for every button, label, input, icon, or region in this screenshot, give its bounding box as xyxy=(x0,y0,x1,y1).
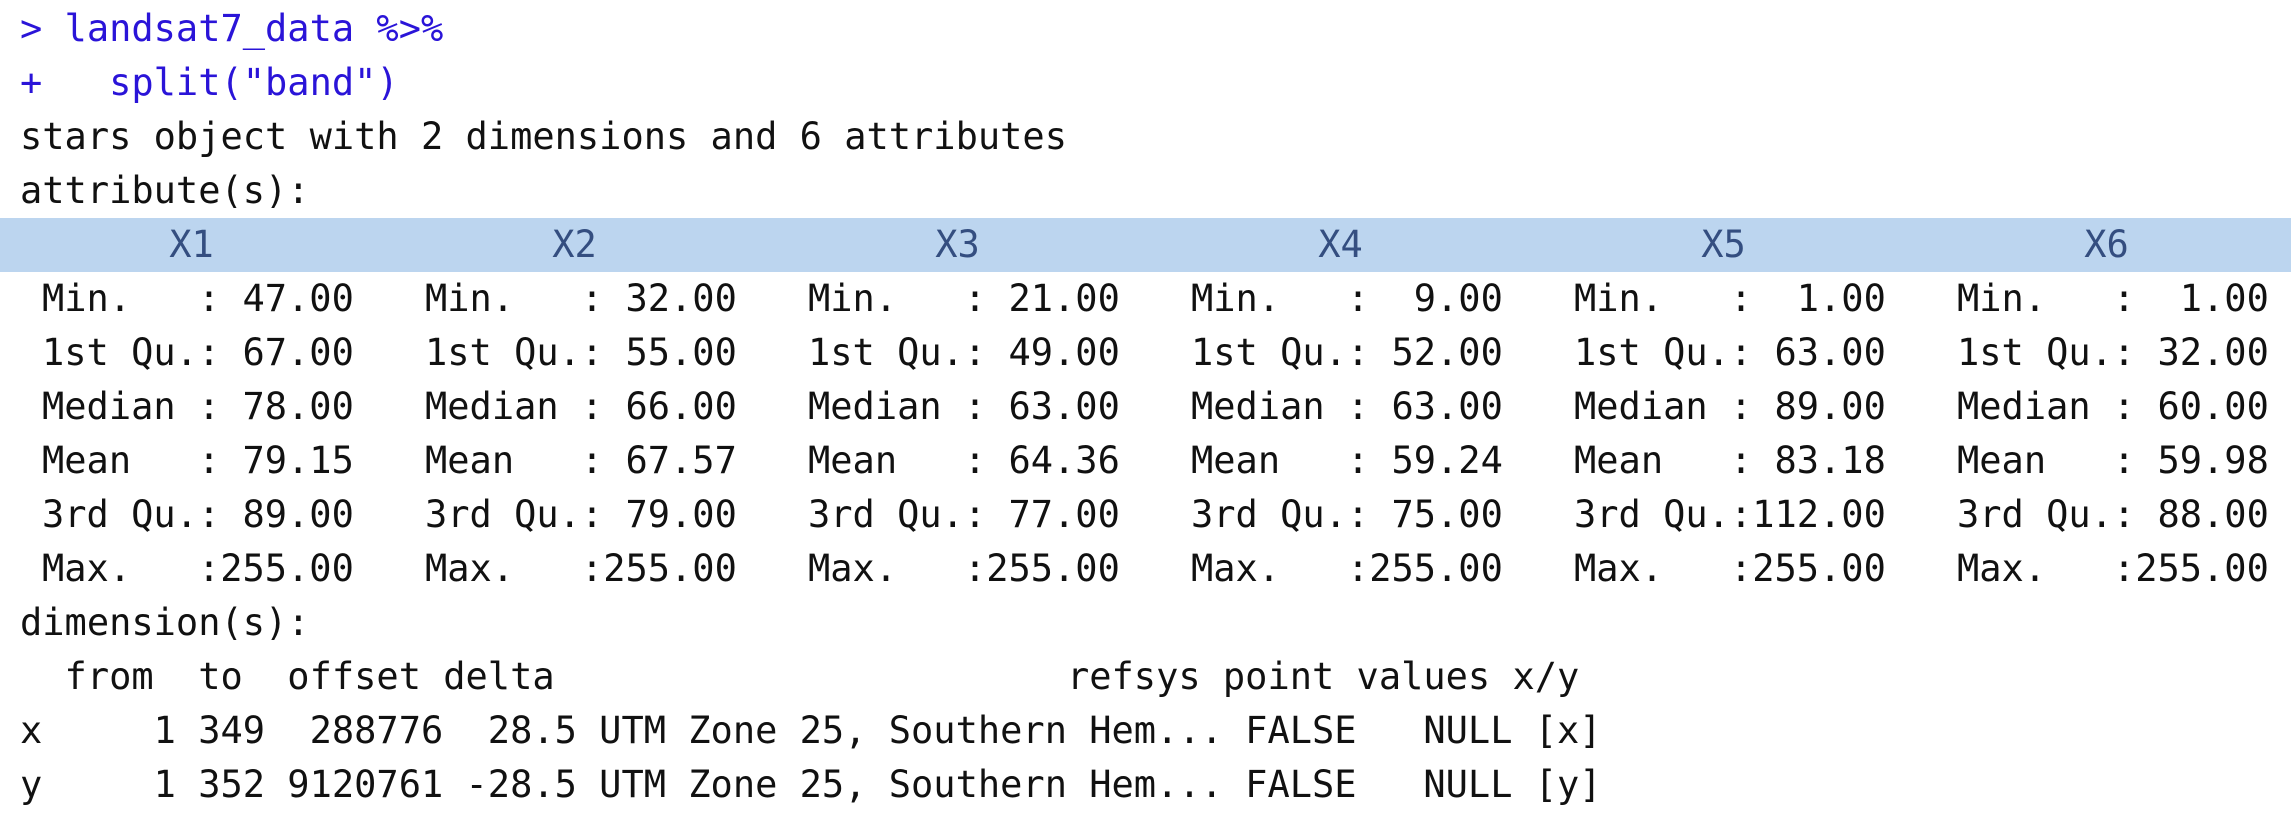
stat-cell: Median : 63.00 xyxy=(1191,385,1503,428)
stat-cell: Min. : 21.00 xyxy=(808,277,1120,320)
stats-column: Min. : 1.00 1st Qu.: 32.00 Median : 60.0… xyxy=(1957,272,2269,596)
dimension-table-header: from to offset delta refsys point values… xyxy=(20,655,1580,698)
column-header: X5 xyxy=(1701,223,1746,266)
stat-cell: Max. :255.00 xyxy=(1574,547,1886,590)
stat-cell: Min. : 1.00 xyxy=(1957,277,2269,320)
stat-cell: Median : 66.00 xyxy=(425,385,737,428)
summary-text: stars object with 2 dimensions and 6 att… xyxy=(20,115,1067,158)
stat-cell: Mean : 64.36 xyxy=(808,439,1120,482)
stat-cell: Mean : 67.57 xyxy=(425,439,737,482)
continuation-line: + split("band") xyxy=(20,61,399,104)
stat-cell: Median : 60.00 xyxy=(1957,385,2269,428)
stat-cell: Min. : 9.00 xyxy=(1191,277,1503,320)
dimension-row: y 1 352 9120761 -28.5 UTM Zone 25, South… xyxy=(20,763,1602,806)
stat-cell: Max. :255.00 xyxy=(808,547,1120,590)
stat-cell: 1st Qu.: 55.00 xyxy=(425,331,737,374)
stat-cell: Max. :255.00 xyxy=(42,547,354,590)
stat-cell: Max. :255.00 xyxy=(1191,547,1503,590)
stat-cell: Median : 63.00 xyxy=(808,385,1120,428)
stat-cell: 3rd Qu.: 79.00 xyxy=(425,493,737,536)
stat-cell: 1st Qu.: 52.00 xyxy=(1191,331,1503,374)
dimension-row: x 1 349 288776 28.5 UTM Zone 25, Souther… xyxy=(20,709,1602,752)
stat-cell: 1st Qu.: 67.00 xyxy=(42,331,354,374)
dimensions-label: dimension(s): xyxy=(20,601,310,644)
stats-column: Min. : 9.00 1st Qu.: 52.00 Median : 63.0… xyxy=(1191,272,1503,596)
stat-cell: 1st Qu.: 63.00 xyxy=(1574,331,1886,374)
stat-cell: Min. : 32.00 xyxy=(425,277,737,320)
column-header: X2 xyxy=(552,223,597,266)
stat-cell: Mean : 79.15 xyxy=(42,439,354,482)
stat-cell: Max. :255.00 xyxy=(1957,547,2269,590)
stat-cell: 3rd Qu.: 88.00 xyxy=(1957,493,2269,536)
stat-cell: Median : 89.00 xyxy=(1574,385,1886,428)
stat-cell: Min. : 47.00 xyxy=(42,277,354,320)
column-header: X4 xyxy=(1318,223,1363,266)
stat-cell: Mean : 83.18 xyxy=(1574,439,1886,482)
attributes-label: attribute(s): xyxy=(20,169,310,212)
stat-cell: Max. :255.00 xyxy=(425,547,737,590)
stat-cell: 3rd Qu.: 89.00 xyxy=(42,493,354,536)
stats-column: Min. : 47.00 1st Qu.: 67.00 Median : 78.… xyxy=(42,272,354,596)
header-highlight-bar xyxy=(0,218,2291,272)
stat-cell: Mean : 59.98 xyxy=(1957,439,2269,482)
stat-cell: 1st Qu.: 32.00 xyxy=(1957,331,2269,374)
stat-cell: 3rd Qu.:112.00 xyxy=(1574,493,1886,536)
stat-cell: 3rd Qu.: 77.00 xyxy=(808,493,1120,536)
stats-column: Min. : 21.00 1st Qu.: 49.00 Median : 63.… xyxy=(808,272,1120,596)
column-header: X1 xyxy=(169,223,214,266)
stats-column: Min. : 1.00 1st Qu.: 63.00 Median : 89.0… xyxy=(1574,272,1886,596)
stat-cell: Median : 78.00 xyxy=(42,385,354,428)
command-line: > landsat7_data %>% xyxy=(20,7,444,50)
stat-cell: 1st Qu.: 49.00 xyxy=(808,331,1120,374)
column-header: X6 xyxy=(2084,223,2129,266)
column-header: X3 xyxy=(935,223,980,266)
stats-column: Min. : 32.00 1st Qu.: 55.00 Median : 66.… xyxy=(425,272,737,596)
stat-cell: Mean : 59.24 xyxy=(1191,439,1503,482)
stat-cell: 3rd Qu.: 75.00 xyxy=(1191,493,1503,536)
stat-cell: Min. : 1.00 xyxy=(1574,277,1886,320)
